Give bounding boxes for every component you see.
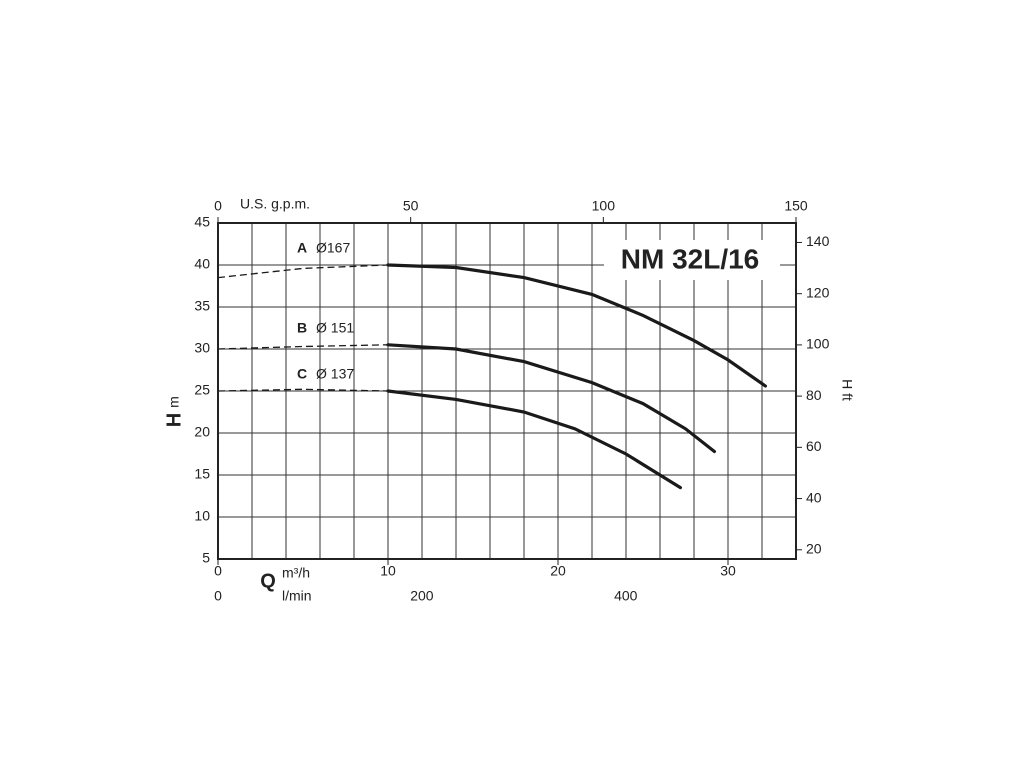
y-tick-label: 25 (194, 382, 210, 398)
y2-tick-label: 100 (806, 336, 830, 352)
x-label: Q (260, 570, 276, 592)
curve (386, 389, 682, 490)
y-unit: m (166, 396, 182, 408)
y2-tick-label: 120 (806, 284, 830, 300)
y-tick-label: 5 (202, 550, 210, 566)
y-tick-label: 15 (194, 466, 210, 482)
curve-name: C (297, 366, 307, 382)
y2-tick-label: 80 (806, 387, 822, 403)
x3-label: l/min (282, 588, 312, 604)
y-tick-label: 30 (194, 340, 210, 356)
x-tick-label: 10 (380, 563, 396, 579)
curve (386, 343, 716, 454)
extrapolated-curve (217, 388, 389, 392)
curve-label: Ø 137 (316, 366, 354, 382)
x3-tick-label: 0 (214, 588, 222, 604)
x2-tick-label: 0 (214, 198, 222, 214)
curve-label: Ø 151 (316, 320, 354, 336)
x3-tick-label: 400 (614, 588, 638, 604)
x2-label: U.S. g.p.m. (240, 196, 310, 212)
curves (217, 263, 767, 490)
x2-tick-label: 100 (592, 198, 616, 214)
y-tick-label: 10 (194, 508, 210, 524)
x-unit: m³/h (282, 565, 310, 581)
y2-label: H ft (839, 379, 855, 401)
y-tick-label: 35 (194, 298, 210, 314)
x2-tick-label: 50 (403, 198, 419, 214)
curve-name: A (297, 240, 307, 256)
y2-tick-label: 20 (806, 540, 822, 556)
y-tick-label: 40 (194, 256, 210, 272)
curve (386, 263, 767, 388)
y-tick-label: 45 (194, 214, 210, 230)
y-tick-label: 20 (194, 424, 210, 440)
curve-name: B (297, 320, 307, 336)
y2-tick-label: 60 (806, 438, 822, 454)
x-tick-label: 0 (214, 563, 222, 579)
x3-tick-label: 200 (410, 588, 434, 604)
curve-label: Ø167 (316, 240, 350, 256)
extrapolated-curve (217, 344, 389, 350)
title-bg (604, 240, 780, 280)
y2-tick-label: 140 (806, 233, 830, 249)
y-label: H (163, 413, 185, 427)
extrapolated-curve (217, 264, 389, 279)
x-tick-label: 30 (720, 563, 736, 579)
plot-frame (217, 222, 797, 560)
x-tick-label: 20 (550, 563, 566, 579)
y2-tick-label: 40 (806, 489, 822, 505)
x2-tick-label: 150 (784, 198, 808, 214)
chart-title: NM 32L/16 (621, 243, 760, 274)
